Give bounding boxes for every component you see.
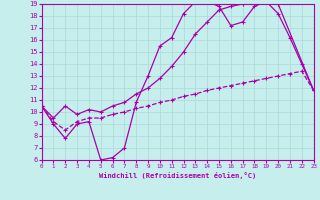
- X-axis label: Windchill (Refroidissement éolien,°C): Windchill (Refroidissement éolien,°C): [99, 172, 256, 179]
